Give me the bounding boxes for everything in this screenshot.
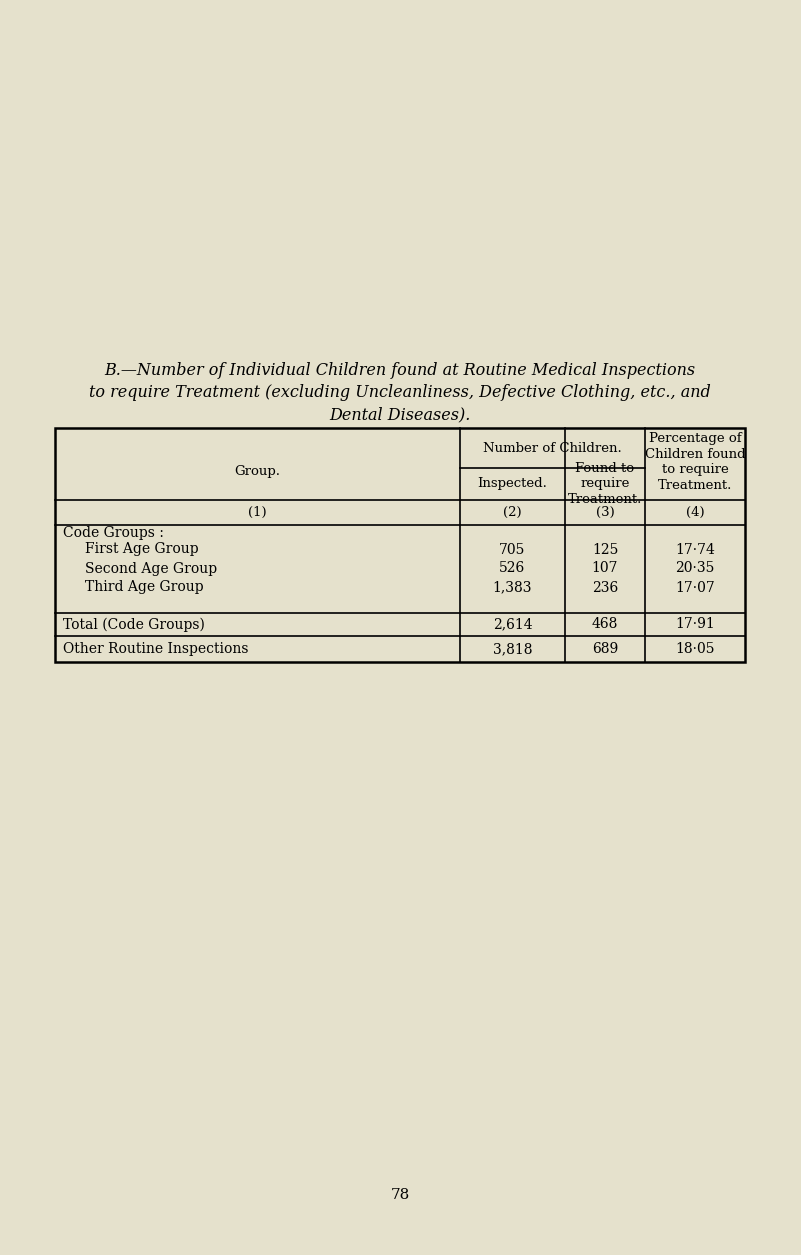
Text: Other Routine Inspections: Other Routine Inspections (63, 643, 248, 656)
Text: Found to
require
Treatment.: Found to require Treatment. (568, 462, 642, 506)
Text: 107: 107 (592, 561, 618, 576)
Text: 689: 689 (592, 643, 618, 656)
Text: 2,614: 2,614 (493, 617, 533, 631)
Text: (4): (4) (686, 506, 704, 520)
Text: Group.: Group. (235, 466, 280, 478)
Text: Dental Diseases).: Dental Diseases). (329, 407, 471, 423)
Text: 20·35: 20·35 (675, 561, 714, 576)
Text: 17·74: 17·74 (675, 542, 715, 556)
Text: 17·07: 17·07 (675, 581, 714, 595)
Text: Percentage of
Children found
to require
Treatment.: Percentage of Children found to require … (645, 432, 745, 492)
Text: (1): (1) (248, 506, 267, 520)
Text: Total (Code Groups): Total (Code Groups) (63, 617, 205, 631)
Text: (2): (2) (503, 506, 521, 520)
Text: Code Groups :: Code Groups : (63, 526, 164, 540)
Text: Number of Children.: Number of Children. (483, 442, 622, 454)
Text: First Age Group: First Age Group (85, 542, 199, 556)
Text: 705: 705 (499, 542, 525, 556)
Text: 17·91: 17·91 (675, 617, 714, 631)
Text: 526: 526 (499, 561, 525, 576)
Text: B.—Number of Individual Children found at Routine Medical Inspections: B.—Number of Individual Children found a… (104, 361, 695, 379)
Text: Second Age Group: Second Age Group (85, 561, 217, 576)
Text: 125: 125 (592, 542, 618, 556)
Text: 1,383: 1,383 (493, 581, 532, 595)
Text: 468: 468 (592, 617, 618, 631)
Text: 3,818: 3,818 (493, 643, 532, 656)
Bar (55, 428, 745, 661)
Text: 236: 236 (592, 581, 618, 595)
Text: (3): (3) (596, 506, 614, 520)
Text: Inspected.: Inspected. (477, 477, 547, 491)
Text: Third Age Group: Third Age Group (85, 581, 203, 595)
Text: 78: 78 (391, 1188, 410, 1202)
Text: 18·05: 18·05 (675, 643, 714, 656)
Text: to require Treatment (excluding Uncleanliness, Defective Clothing, etc., and: to require Treatment (excluding Uncleanl… (89, 384, 710, 402)
